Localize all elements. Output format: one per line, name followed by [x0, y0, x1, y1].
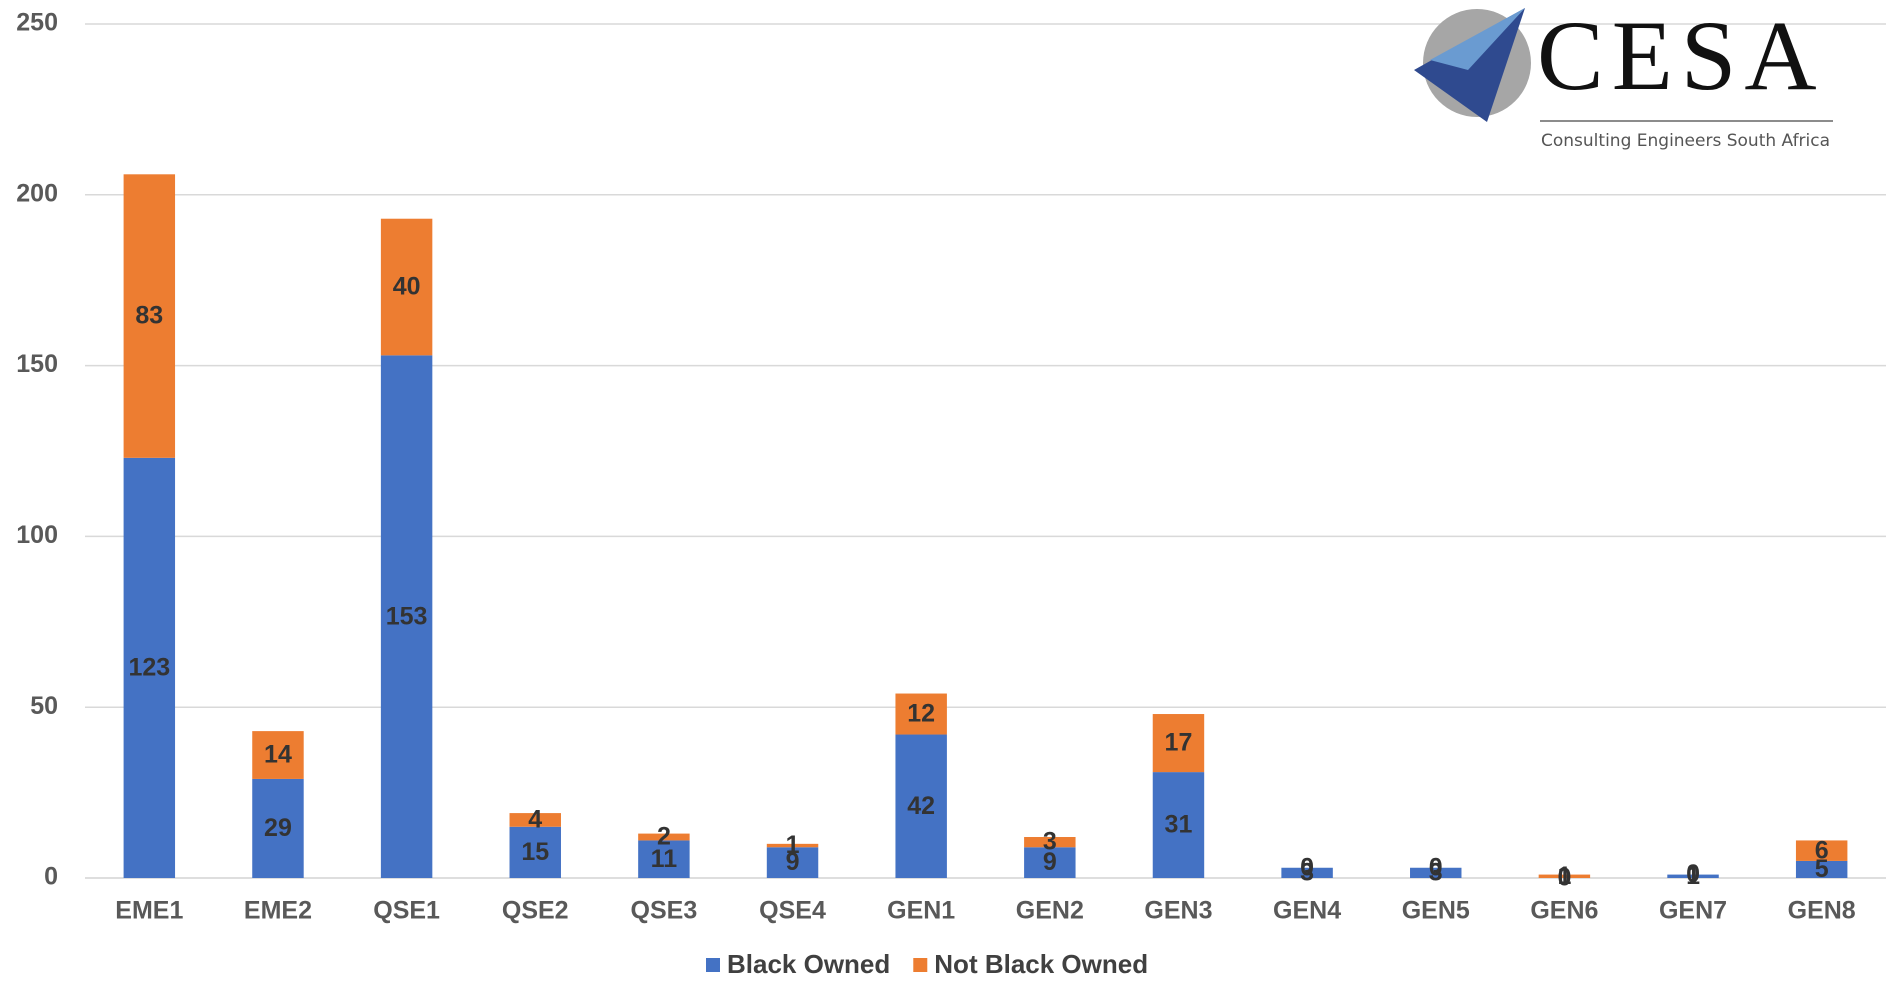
x-tick-label: GEN1	[887, 897, 955, 925]
bar-segment	[766, 843, 819, 848]
x-tick-label: QSE3	[631, 897, 698, 925]
legend-label: Black Owned	[727, 949, 890, 979]
y-tick-label: 250	[16, 9, 58, 37]
bar-segment	[1795, 840, 1848, 861]
y-tick-label: 0	[44, 863, 58, 891]
y-tick-label: 50	[30, 692, 58, 720]
data-label: 0	[1557, 864, 1571, 892]
bar-segment	[1152, 772, 1205, 878]
data-label: 0	[1686, 860, 1700, 888]
x-tick-label: EME1	[115, 897, 183, 925]
data-label: 3	[1429, 858, 1443, 886]
data-label: 9	[1043, 848, 1057, 876]
data-label: 12	[907, 700, 935, 728]
x-tick-label: GEN5	[1402, 897, 1470, 925]
data-label: 14	[264, 741, 292, 769]
logo-name: CESA	[1537, 0, 1825, 111]
y-tick-label: 100	[16, 521, 58, 549]
y-tick-label: 200	[16, 179, 58, 207]
data-label: 29	[264, 814, 292, 842]
x-tick-label: GEN6	[1530, 897, 1598, 925]
bar-segment	[1795, 860, 1848, 878]
data-label: 31	[1165, 811, 1193, 839]
data-label: 40	[393, 273, 421, 301]
bar-segment	[1024, 837, 1076, 848]
logo: CESA Consulting Engineers South Africa	[1414, 0, 1833, 151]
bar-segment	[123, 174, 176, 458]
bar-segment	[1667, 874, 1719, 878]
x-tick-label: QSE1	[373, 897, 440, 925]
bar-segment	[1281, 867, 1333, 878]
data-label: 15	[521, 838, 549, 866]
data-label: 42	[907, 792, 935, 820]
data-label: 11	[651, 845, 678, 873]
bar-segment	[380, 218, 433, 356]
x-tick-label: GEN8	[1788, 897, 1856, 925]
bar-segment	[509, 826, 561, 878]
data-label: 0	[1300, 853, 1314, 881]
bar-segment	[123, 457, 176, 878]
data-label: 9	[786, 848, 800, 876]
data-label: 153	[386, 602, 428, 630]
data-label: 123	[128, 654, 170, 682]
x-tick-label: GEN7	[1659, 897, 1727, 925]
bar-segment	[766, 847, 819, 878]
data-label: 2	[657, 823, 671, 851]
logo-arrow-light	[1430, 8, 1525, 70]
bar-segment	[895, 734, 947, 878]
bar-segment	[638, 833, 690, 841]
data-label: 83	[135, 302, 163, 330]
x-tick-label: GEN2	[1016, 897, 1084, 925]
data-label: 1	[1686, 862, 1700, 890]
bar-segment	[380, 355, 433, 878]
bar-segment	[638, 840, 690, 878]
legend-label: Not Black Owned	[934, 949, 1148, 979]
bar-segment	[252, 731, 304, 779]
bar-segment	[509, 813, 561, 827]
x-tick-label: QSE4	[759, 897, 826, 925]
bar-segment	[1410, 867, 1462, 878]
legend-swatch	[913, 958, 928, 972]
data-label: 4	[528, 806, 542, 834]
bar-segment	[895, 693, 947, 735]
bar-segment	[1538, 874, 1591, 878]
data-label: 6	[1815, 836, 1829, 864]
data-label: 3	[1043, 828, 1057, 856]
data-label: 3	[1300, 858, 1314, 886]
x-tick-label: GEN3	[1144, 897, 1212, 925]
legend-swatch	[706, 958, 720, 972]
y-tick-label: 150	[16, 350, 58, 378]
x-tick-label: QSE2	[502, 897, 569, 925]
bar-segment	[252, 778, 304, 878]
data-label: 1	[786, 831, 800, 859]
data-label: 1	[1557, 862, 1571, 890]
x-tick-label: EME2	[244, 897, 312, 925]
logo-tagline: Consulting Engineers South Africa	[1541, 131, 1830, 151]
data-label: 0	[1429, 853, 1443, 881]
x-tick-label: GEN4	[1273, 897, 1341, 925]
bar-segment	[1152, 714, 1205, 773]
bar-segment	[1024, 847, 1076, 878]
data-label: 17	[1165, 729, 1193, 757]
data-label: 5	[1815, 855, 1829, 883]
